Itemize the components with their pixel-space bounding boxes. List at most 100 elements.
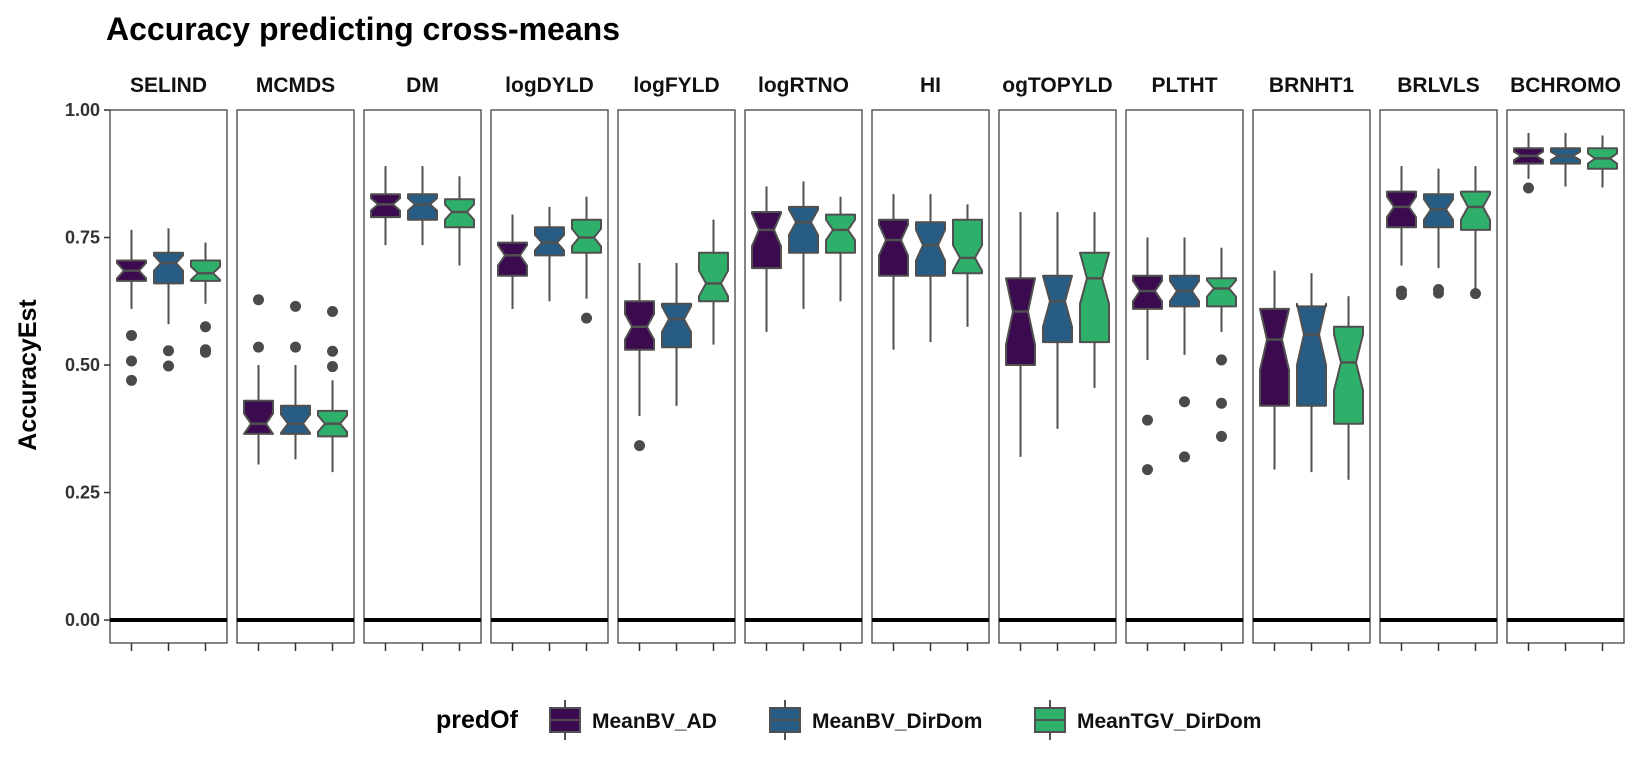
outlier-point [253,294,264,306]
outlier-point [1523,182,1534,194]
facet-panel: SELIND [109,74,228,651]
box-MeanTGV_DirDom [1079,212,1110,388]
legend-entry: MeanBV_DirDom [769,700,982,740]
facet-strip-label: HI [920,74,941,97]
outlier-point [1216,397,1227,409]
outlier-point [200,346,211,358]
box-MeanBV_DirDom [1042,212,1073,429]
box-body [1423,193,1454,229]
facet-panels: SELIND MCMDS DM logDYLD logFYLD logRTNO HI ogTO… [109,74,1625,651]
box-body [1132,274,1163,310]
box-body [243,399,274,435]
facet-panel: BRNHT1 [1252,74,1371,651]
box-MeanTGV_DirDom [952,204,983,327]
facet-strip-label: logFYLD [633,74,719,97]
outlier-point [253,341,264,353]
box-body [1206,277,1237,308]
box-body [1460,190,1491,231]
outlier-point [126,374,137,386]
box-MeanBV_DirDom [1296,273,1327,473]
outlier-point [1142,414,1153,426]
facet-panel-border [1506,109,1625,644]
outlier-point [327,305,338,317]
box-MeanBV_AD [497,214,528,309]
box-body [497,241,528,277]
box-body [788,205,819,254]
box-MeanBV_DirDom [661,263,692,406]
facet-strip-label: MCMDS [256,74,335,97]
box-body [1296,302,1327,407]
legend-entry: MeanBV_AD [549,700,717,740]
box-MeanTGV_DirDom [1587,135,1618,188]
box-MeanBV_DirDom [280,300,311,460]
facet-strip-label: BRNHT1 [1269,74,1354,97]
box-body [407,193,438,221]
facet-panel: logFYLD [617,74,736,651]
facet-panel: BRLVLS [1379,74,1498,651]
outlier-point [1396,289,1407,301]
box-MeanBV_AD [243,294,274,465]
box-body [825,213,856,254]
outlier-point [1179,451,1190,463]
facet-strip-label: SELIND [130,74,207,97]
outlier-point [163,345,174,357]
box-MeanBV_DirDom [534,206,565,302]
outlier-point [163,360,174,372]
facet-panel-border [490,109,609,644]
facet-panel-border [1125,109,1244,644]
box-MeanBV_AD [1005,212,1036,457]
outlier-point [634,440,645,452]
box-body [190,259,221,282]
box-body [153,251,184,285]
outlier-point [1433,287,1444,299]
y-tick-label: 0.25 [65,483,100,503]
box-MeanBV_DirDom [407,166,438,246]
box-body [370,193,401,219]
outlier-point [290,300,301,312]
box-body [1079,251,1110,344]
chart-title: Accuracy predicting cross-means [106,11,620,47]
box-body [661,302,692,349]
box-body [698,251,729,303]
box-body [751,211,782,270]
box-body [534,226,565,257]
box-MeanBV_AD [370,166,401,246]
box-MeanTGV_DirDom [698,219,729,345]
outlier-point [126,355,137,367]
facet-strip-label: BRLVLS [1397,74,1479,97]
box-body [571,218,602,254]
box-body [624,300,655,351]
facet-panel: BCHROMO [1506,74,1625,651]
box-MeanBV_DirDom [788,181,819,309]
outlier-point [1216,354,1227,366]
box-MeanBV_AD [1513,132,1544,194]
facet-strip-label: logRTNO [758,74,849,97]
box-MeanTGV_DirDom [317,305,348,473]
box-body [878,218,909,277]
box-MeanBV_AD [1132,237,1163,476]
box-MeanBV_DirDom [1550,132,1581,187]
y-axis-label: AccuracyEst [14,299,42,451]
box-MeanBV_DirDom [915,194,946,343]
y-tick-label: 0.50 [65,355,100,375]
box-MeanBV_AD [116,229,147,386]
facet-strip-label: ogTOPYLD [1002,74,1112,97]
box-body [1259,307,1290,407]
box-body [915,221,946,277]
box-MeanBV_DirDom [153,228,184,372]
facet-panel: DM [363,74,482,651]
box-body [280,404,311,435]
facet-panel: MCMDS [236,74,355,651]
outlier-point [1179,396,1190,408]
legend-label: MeanBV_AD [592,710,717,733]
outlier-point [1142,464,1153,476]
box-MeanTGV_DirDom [1206,247,1237,442]
outlier-point [327,345,338,357]
outlier-point [327,361,338,373]
facet-panel-border [871,109,990,644]
facet-strip-label: DM [406,74,439,97]
outlier-point [126,329,137,341]
box-MeanBV_DirDom [1423,168,1454,299]
outlier-point [581,312,592,324]
box-body [1386,190,1417,229]
